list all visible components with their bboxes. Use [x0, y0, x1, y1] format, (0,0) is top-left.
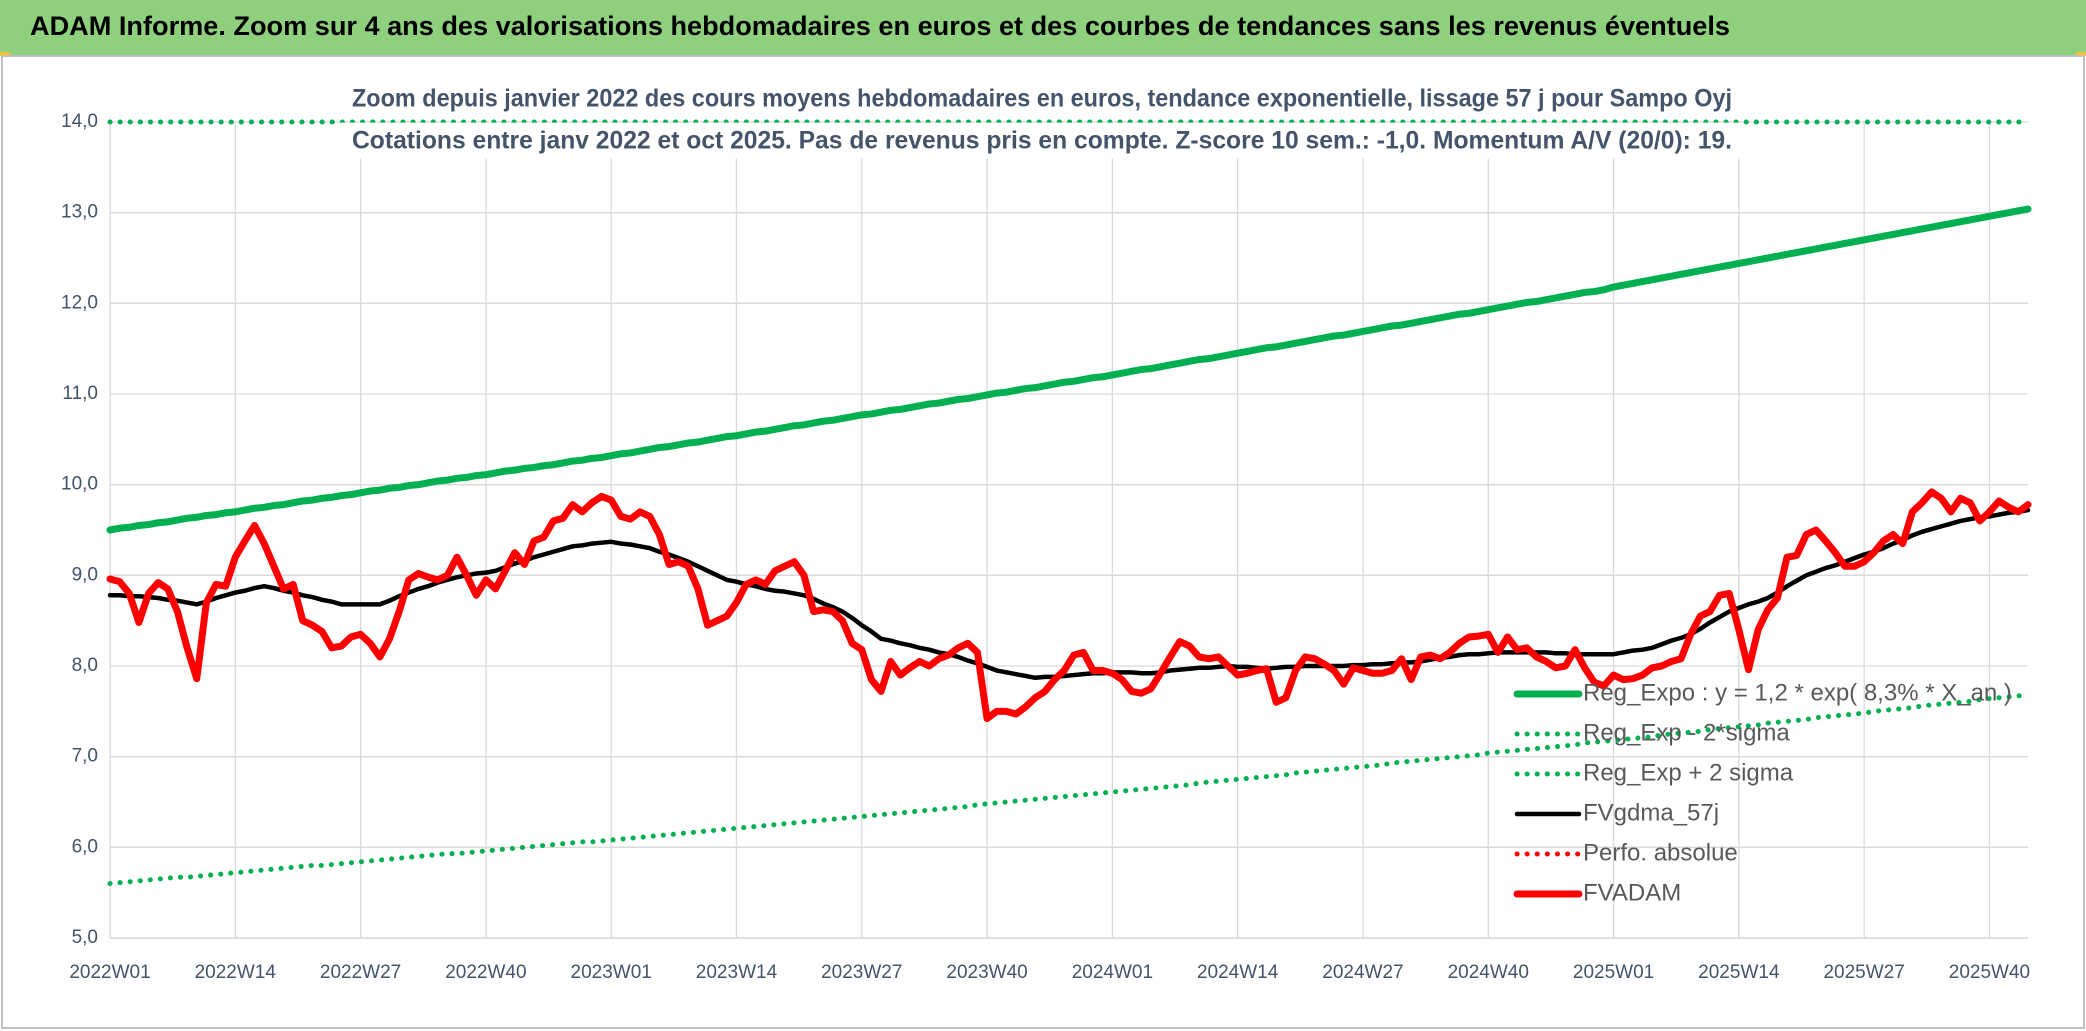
- y-tick-label: 10,0: [61, 474, 98, 495]
- corner-accent: [0, 52, 10, 56]
- series-line: [107, 691, 2031, 887]
- chart-subtitle: Cotations entre janv 2022 et oct 2025. P…: [352, 127, 1732, 155]
- x-tick-label: 2023W27: [821, 962, 902, 983]
- title-background: [340, 122, 1744, 159]
- y-tick-label: 14,0: [61, 111, 98, 132]
- chart-title: Zoom depuis janvier 2022 des cours moyen…: [352, 85, 1732, 113]
- x-tick-label: 2022W01: [69, 962, 150, 983]
- x-tick-label: 2025W01: [1573, 962, 1654, 983]
- header-title: ADAM Informe. Zoom sur 4 ans des valoris…: [30, 11, 1730, 41]
- y-tick-label: 7,0: [72, 746, 98, 767]
- legend-label: Reg_Exp + 2 sigma: [1583, 759, 1794, 786]
- x-tick-label: 2025W27: [1823, 962, 1904, 983]
- legend-label: FVADAM: [1583, 879, 1681, 906]
- y-tick-label: 12,0: [61, 292, 98, 313]
- y-tick-label: 11,0: [62, 383, 98, 404]
- x-tick-label: 2022W40: [445, 962, 526, 983]
- series-line: [106, 205, 2032, 534]
- x-tick-label: 2023W14: [696, 962, 778, 983]
- x-tick-label: 2024W14: [1197, 962, 1279, 983]
- x-tick-label: 2025W40: [1949, 962, 2030, 983]
- corner-accent: [2076, 52, 2086, 56]
- legend-label: Perfo. absolue: [1583, 839, 1738, 866]
- x-tick-label: 2024W40: [1448, 962, 1529, 983]
- x-tick-label: 2023W01: [571, 962, 652, 983]
- x-tick-label: 2022W27: [320, 962, 401, 983]
- series-line: [106, 488, 2032, 723]
- x-tick-label: 2025W14: [1698, 962, 1780, 983]
- x-tick-label: 2024W01: [1072, 962, 1153, 983]
- y-tick-label: 6,0: [72, 836, 98, 857]
- legend-label: FVgdma_57j: [1583, 799, 1719, 826]
- x-tick-label: 2022W14: [195, 962, 277, 983]
- y-tick-label: 9,0: [72, 564, 98, 585]
- y-tick-label: 13,0: [61, 202, 98, 223]
- y-tick-label: 5,0: [72, 927, 98, 948]
- header-band: [0, 0, 2086, 55]
- x-tick-label: 2024W27: [1322, 962, 1403, 983]
- chart-frame: [1, 55, 2085, 1029]
- series-line: [107, 507, 2031, 681]
- legend-label: Reg_Expo : y = 1,2 * exp( 8,3% * X_an ): [1583, 679, 2012, 706]
- title-background: [340, 80, 1744, 117]
- y-tick-label: 8,0: [72, 655, 98, 676]
- legend-label: Reg_Exp - 2*sigma: [1583, 719, 1790, 746]
- x-tick-label: 2023W40: [946, 962, 1027, 983]
